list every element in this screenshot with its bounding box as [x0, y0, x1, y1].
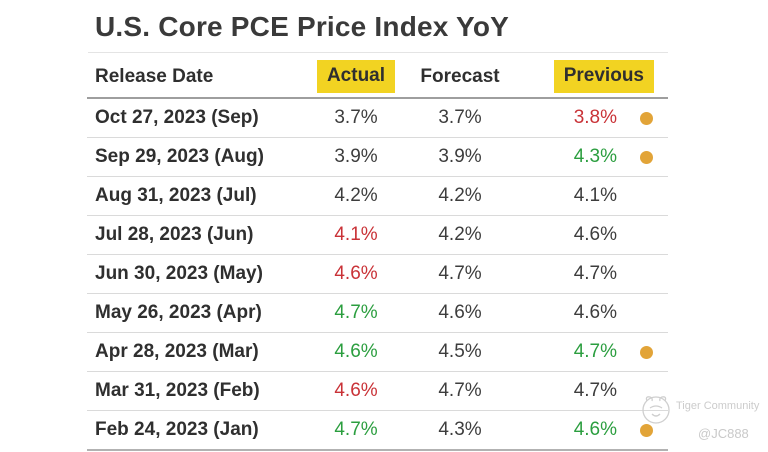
column-header-previous: Previous: [520, 60, 668, 93]
release-date-cell: Aug 31, 2023 (Jul): [95, 185, 257, 206]
actual-value-cell: 4.1%: [334, 224, 378, 245]
actual-value-cell: 4.6%: [334, 263, 378, 284]
column-header-actual: Actual: [312, 60, 400, 93]
previous-value-cell: 4.7%: [573, 380, 617, 401]
previous-value-cell: 4.1%: [573, 185, 617, 206]
watermark-brand: Tiger Community: [676, 400, 760, 412]
actual-value-cell: 4.6%: [334, 341, 378, 362]
actual-value-cell: 4.2%: [334, 185, 378, 206]
release-date-cell: Sep 29, 2023 (Aug): [95, 146, 264, 167]
forecast-value-cell: 4.7%: [438, 380, 482, 401]
release-date-cell: Apr 28, 2023 (Mar): [95, 341, 259, 362]
table-row: Aug 31, 2023 (Jul) 4.2% 4.2% 4.1%: [87, 177, 668, 216]
previous-value-cell: 4.6%: [573, 224, 617, 245]
forecast-value-cell: 3.7%: [438, 107, 482, 128]
actual-value-cell: 3.9%: [334, 146, 378, 167]
forecast-value-cell: 4.7%: [438, 263, 482, 284]
release-date-cell: May 26, 2023 (Apr): [95, 302, 262, 323]
column-header-forecast: Forecast: [420, 65, 500, 87]
actual-highlight: Actual: [316, 60, 396, 93]
previous-value-cell: 4.6%: [573, 302, 617, 323]
revision-dot-cell: [625, 345, 668, 359]
release-date-cell: Oct 27, 2023 (Sep): [95, 107, 259, 128]
table-row: Jul 28, 2023 (Jun) 4.1% 4.2% 4.6%: [87, 216, 668, 255]
revision-dot-icon: [640, 111, 653, 125]
forecast-value-cell: 4.6%: [438, 302, 482, 323]
table-header-row: Release Date Actual Forecast Previous: [87, 56, 668, 99]
previous-value-cell: 4.3%: [573, 146, 617, 167]
release-date-cell: Jul 28, 2023 (Jun): [95, 224, 254, 245]
actual-value-cell: 4.7%: [334, 419, 378, 440]
actual-value-cell: 4.7%: [334, 302, 378, 323]
title-divider: [88, 52, 668, 53]
table-row: Jun 30, 2023 (May) 4.6% 4.7% 4.7%: [87, 255, 668, 294]
page-title: U.S. Core PCE Price Index YoY: [95, 11, 510, 42]
previous-highlight: Previous: [553, 60, 654, 93]
table-row: Apr 28, 2023 (Mar) 4.6% 4.5% 4.7%: [87, 333, 668, 372]
actual-value-cell: 4.6%: [334, 380, 378, 401]
table-row: Feb 24, 2023 (Jan) 4.7% 4.3% 4.6%: [87, 411, 668, 451]
forecast-value-cell: 4.5%: [438, 341, 482, 362]
table-row: Sep 29, 2023 (Aug) 3.9% 3.9% 4.3%: [87, 138, 668, 177]
actual-value-cell: 3.7%: [334, 107, 378, 128]
revision-dot-cell: [625, 150, 668, 164]
revision-dot-icon: [640, 423, 653, 437]
forecast-value-cell: 4.2%: [438, 185, 482, 206]
watermark-handle: @JC888: [698, 426, 749, 441]
previous-value-cell: 4.7%: [573, 263, 617, 284]
table-row: May 26, 2023 (Apr) 4.7% 4.6% 4.6%: [87, 294, 668, 333]
release-date-cell: Mar 31, 2023 (Feb): [95, 380, 260, 401]
revision-dot-icon: [640, 345, 653, 359]
column-header-release-date: Release Date: [95, 65, 214, 87]
table-row: Mar 31, 2023 (Feb) 4.6% 4.7% 4.7%: [87, 372, 668, 411]
forecast-value-cell: 3.9%: [438, 146, 482, 167]
table-row: Oct 27, 2023 (Sep) 3.7% 3.7% 3.8%: [87, 99, 668, 138]
revision-dot-icon: [640, 150, 653, 164]
release-date-cell: Jun 30, 2023 (May): [95, 263, 263, 284]
revision-dot-cell: [625, 111, 668, 125]
release-date-cell: Feb 24, 2023 (Jan): [95, 419, 259, 440]
previous-value-cell: 4.6%: [573, 419, 617, 440]
previous-value-cell: 4.7%: [573, 341, 617, 362]
revision-dot-cell: [625, 423, 668, 437]
previous-value-cell: 3.8%: [573, 107, 617, 128]
forecast-value-cell: 4.2%: [438, 224, 482, 245]
forecast-value-cell: 4.3%: [438, 419, 482, 440]
pce-data-table: Release Date Actual Forecast Previous Oc…: [87, 56, 668, 451]
